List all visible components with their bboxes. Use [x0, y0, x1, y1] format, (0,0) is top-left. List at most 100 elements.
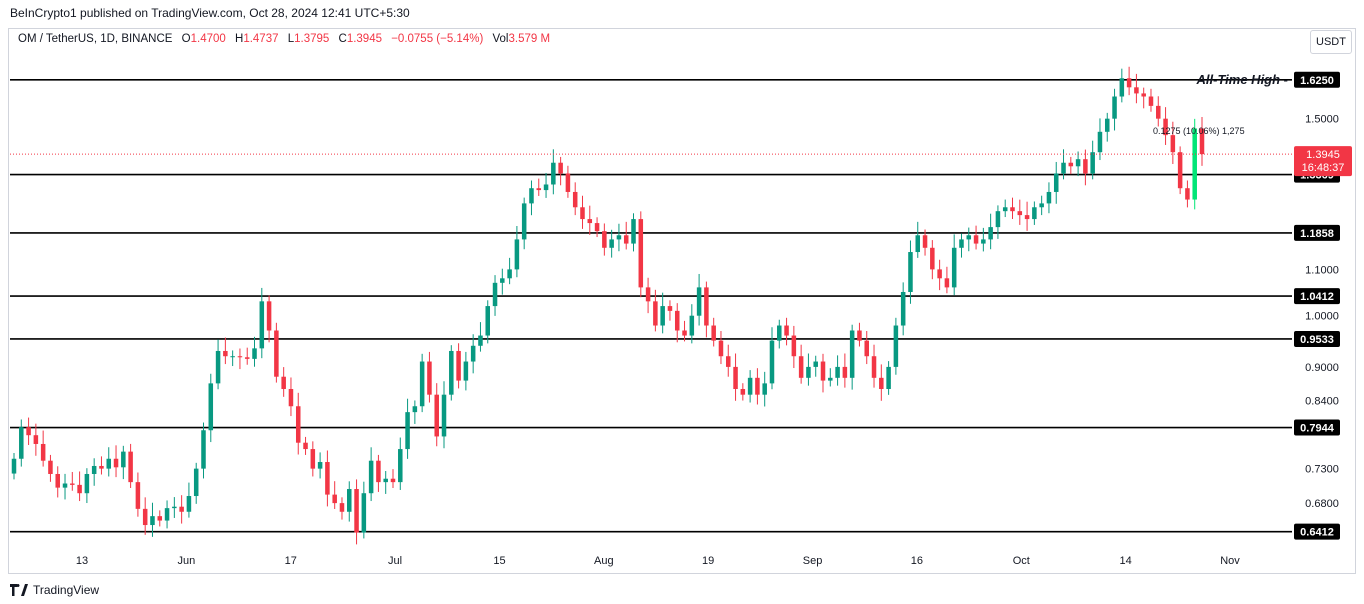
candle-body: [441, 394, 447, 437]
candle-body: [1032, 207, 1037, 220]
candle-body: [77, 484, 82, 494]
level-badge-label: 0.9533: [1300, 334, 1334, 346]
candle-body: [623, 235, 629, 244]
candle-body: [638, 219, 644, 288]
last-price-countdown: 16:48:37: [1302, 162, 1345, 174]
candle-body: [84, 473, 90, 494]
measure-label: 0.1275 (10.06%) 1,275: [1153, 126, 1245, 136]
candle-body: [718, 340, 724, 357]
candle-body: [164, 508, 170, 521]
candle-body: [295, 406, 301, 443]
ohlc-legend: OM / TetherUS, 1D, BINANCE O1.4700 H1.47…: [18, 33, 556, 45]
candle-body: [62, 483, 68, 488]
candle-body: [981, 239, 986, 244]
candle-body: [1104, 118, 1110, 132]
candle-body: [274, 330, 279, 377]
candle-body: [434, 394, 439, 437]
candle-body: [1134, 87, 1139, 94]
candle-body: [55, 473, 60, 488]
level-badge-label: 1.0412: [1300, 291, 1334, 303]
candle-body: [879, 377, 884, 389]
candle-body: [1053, 173, 1059, 192]
close-value: 1.3945: [346, 33, 382, 45]
candle-body: [237, 356, 243, 358]
candle-body: [11, 458, 17, 474]
candle-body: [223, 350, 228, 357]
candle-body: [959, 239, 964, 248]
x-tick-label: 14: [1120, 555, 1132, 567]
level-badge: [1294, 71, 1340, 88]
tradingview-brand: TradingView: [33, 583, 100, 597]
candle-body: [215, 350, 221, 384]
candle-body: [1156, 105, 1161, 119]
candle-body: [1192, 128, 1197, 200]
candle-body: [500, 278, 505, 283]
candle-body: [48, 460, 53, 474]
candle-body: [40, 443, 46, 461]
x-tick-label: Oct: [1013, 555, 1030, 567]
candle-body: [893, 325, 899, 367]
candle-body: [798, 356, 804, 378]
candle-body: [1185, 188, 1190, 200]
candle-body: [711, 325, 716, 341]
candle-body: [762, 383, 767, 395]
candle-body: [390, 478, 396, 483]
candle-body: [1112, 96, 1117, 119]
candle-body: [1010, 207, 1015, 212]
candle-body: [383, 478, 388, 483]
x-tick-label: 15: [493, 555, 505, 567]
candle-body: [930, 247, 935, 270]
candle-body: [521, 203, 527, 240]
x-tick-label: Jun: [177, 555, 195, 567]
y-tick-label: 1.5000: [1305, 114, 1339, 126]
candle-body: [543, 184, 549, 191]
low-value: 1.3795: [294, 33, 330, 45]
candle-body: [91, 465, 97, 474]
candle-body: [784, 325, 789, 336]
candle-body: [1141, 93, 1146, 97]
candle-body: [995, 211, 1001, 228]
candle-body: [806, 366, 811, 378]
x-tick-label: 17: [285, 555, 297, 567]
candle-body: [252, 348, 257, 359]
candle-body: [412, 406, 418, 413]
candle-body: [616, 235, 622, 240]
level-badge-label: 1.6250: [1300, 75, 1334, 87]
candle-body: [186, 496, 192, 512]
candle-body: [113, 458, 119, 468]
level-badge: [1294, 523, 1340, 540]
candle-body: [653, 301, 658, 326]
candle-body: [208, 383, 214, 431]
candle-body: [1148, 96, 1154, 106]
candle-body: [303, 442, 308, 450]
candle-body: [915, 235, 921, 253]
currency-unit-button[interactable]: USDT: [1310, 30, 1352, 54]
high-value: 1.4737: [243, 33, 279, 45]
candle-body: [857, 330, 862, 341]
low-label: L: [287, 33, 295, 45]
chart-frame: [8, 28, 1356, 574]
candle-body: [142, 508, 148, 526]
candle-body: [347, 489, 352, 512]
candle-body: [456, 350, 461, 381]
y-tick-label: 1.0000: [1305, 311, 1339, 323]
candle-body: [740, 388, 746, 395]
candle-body: [536, 188, 542, 191]
candle-body: [922, 235, 928, 248]
level-badge-label: 0.7944: [1300, 423, 1335, 435]
candle-body: [121, 451, 126, 468]
candle-body: [230, 356, 235, 358]
candle-body: [492, 282, 498, 307]
level-badge: [1294, 330, 1340, 347]
candle-body: [1039, 203, 1044, 208]
open-label: O: [181, 33, 191, 45]
candle-body: [325, 462, 330, 495]
candle-body: [609, 239, 614, 248]
candle-body: [966, 235, 972, 240]
x-tick-label: Jul: [388, 555, 402, 567]
tradingview-logo-icon: [10, 584, 28, 596]
volume-label: Vol: [492, 33, 509, 45]
tradingview-footer: TradingView: [10, 583, 99, 597]
candle-body: [26, 427, 31, 436]
